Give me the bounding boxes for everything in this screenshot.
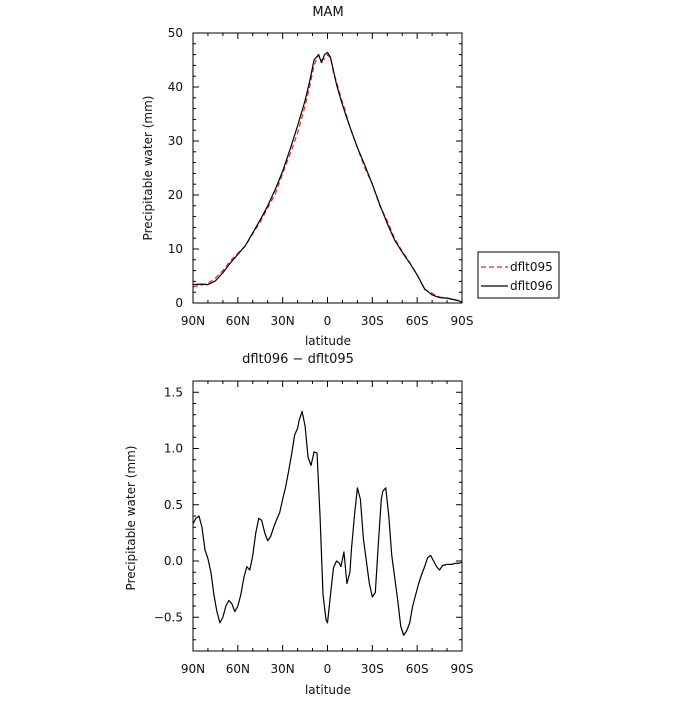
bottom-panel: dflt096 − dflt095 90N 60N 30N 0 30S 60S 90S −0…	[124, 352, 473, 697]
y-tick-label: 1.5	[164, 385, 183, 399]
top-panel: MAM 90N 60N 30N 0 30S 60S 90S 0 10 20 30 40 50 lati…	[141, 5, 473, 348]
bottom-axis-ticks	[192, 380, 463, 652]
y-tick-label: 0	[175, 296, 183, 310]
top-series-dflt096	[192, 51, 463, 303]
x-tick-label: 30S	[361, 314, 384, 328]
y-tick-label: 1.0	[164, 442, 183, 456]
bottom-y-axis-label: Precipitable water (mm)	[124, 446, 138, 591]
x-tick-label: 60S	[406, 662, 429, 676]
bottom-x-tick-labels: 90N 60N 30N 0 30S 60S 90S	[181, 662, 474, 676]
legend-label-dflt096: dflt096	[510, 279, 553, 293]
top-chart-title: MAM	[312, 5, 343, 20]
x-tick-label: 30S	[361, 662, 384, 676]
y-tick-label: 0.5	[164, 498, 183, 512]
x-tick-label: 60N	[226, 662, 250, 676]
top-series-dflt095	[192, 54, 463, 303]
bottom-x-axis-label: latitude	[305, 683, 351, 697]
y-tick-label: 10	[168, 242, 183, 256]
x-tick-label: 0	[324, 662, 332, 676]
legend: dflt095 dflt096	[477, 251, 560, 299]
top-x-axis-label: latitude	[305, 334, 351, 348]
dflt096-line	[192, 51, 463, 303]
x-tick-label: 30N	[271, 314, 295, 328]
bottom-y-tick-labels: −0.5 0.0 0.5 1.0 1.5	[154, 385, 183, 624]
bottom-series-difference	[192, 410, 463, 636]
y-tick-label: 30	[168, 134, 183, 148]
top-y-axis-label: Precipitable water (mm)	[141, 96, 155, 241]
y-tick-label: 40	[168, 80, 183, 94]
top-plot-frame	[192, 32, 463, 304]
x-tick-label: 60N	[226, 314, 250, 328]
dflt095-line	[192, 54, 463, 303]
y-tick-label: 20	[168, 188, 183, 202]
bottom-chart-title: dflt096 − dflt095	[242, 352, 354, 367]
legend-box	[477, 251, 560, 299]
x-tick-label: 90N	[181, 314, 205, 328]
x-tick-label: 30N	[271, 662, 295, 676]
top-x-tick-labels: 90N 60N 30N 0 30S 60S 90S	[181, 314, 474, 328]
x-tick-label: 60S	[406, 314, 429, 328]
x-tick-label: 90N	[181, 662, 205, 676]
bottom-plot-frame	[192, 380, 463, 652]
y-tick-label: 50	[168, 26, 183, 40]
difference-line	[192, 410, 463, 636]
top-axis-ticks	[192, 32, 463, 304]
x-tick-label: 0	[324, 314, 332, 328]
y-tick-label: 0.0	[164, 554, 183, 568]
x-tick-label: 90S	[451, 314, 474, 328]
x-tick-label: 90S	[451, 662, 474, 676]
legend-label-dflt095: dflt095	[510, 260, 553, 274]
top-y-tick-labels: 0 10 20 30 40 50	[168, 26, 183, 310]
y-tick-label: −0.5	[154, 610, 183, 624]
